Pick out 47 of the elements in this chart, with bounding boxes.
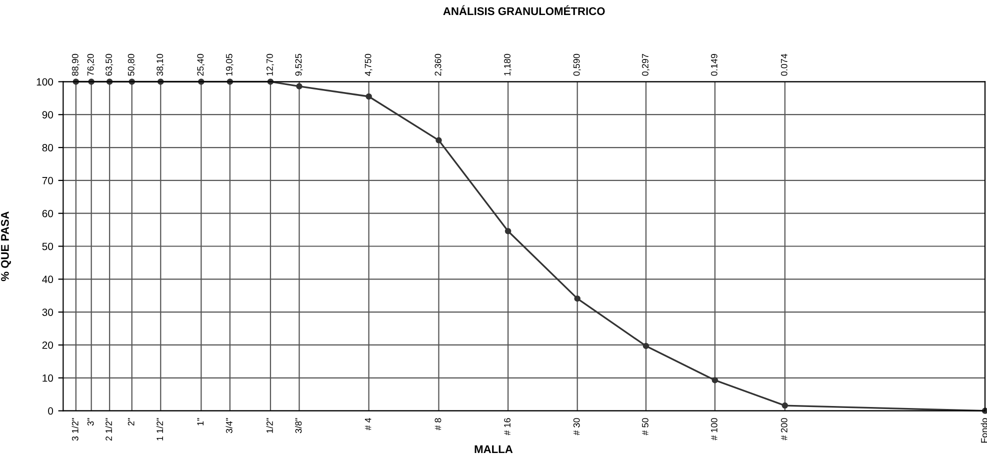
- text: # 50: [642, 418, 648, 436]
- y-tick-label: 80: [42, 144, 54, 152]
- text: 1": [197, 418, 204, 426]
- x-tick-label: 12,70: [266, 54, 274, 76]
- text: 3": [87, 418, 94, 426]
- y-tick-label: 60: [42, 210, 54, 218]
- x-tick-label: 4,750: [364, 54, 372, 76]
- text: # 30: [573, 418, 580, 436]
- text: 1/2": [266, 418, 273, 433]
- y-tick-label: 90: [42, 111, 54, 118]
- x-tick-label: 25,40: [197, 54, 205, 76]
- text: # 100: [710, 418, 718, 440]
- chart-title: ANÁLISIS GRANULOMÉTRICO: [443, 5, 605, 16]
- text: # 8: [434, 418, 442, 430]
- text: 2": [128, 418, 134, 426]
- x-tick-label: 1,180: [504, 54, 512, 76]
- y-tick-label: 10: [42, 374, 54, 382]
- text: # 200: [780, 418, 788, 440]
- x-tick-label: 9,525: [295, 54, 303, 76]
- x-axis-title: MALLA: [474, 445, 513, 454]
- text: 3/8": [295, 418, 302, 434]
- x-tick-label: 0,590: [573, 54, 581, 76]
- x-tick-label: 38,10: [156, 54, 164, 76]
- y-tick-label: 40: [42, 276, 54, 284]
- x-tick-label: 50,80: [128, 54, 136, 76]
- text: Fondo: [980, 418, 987, 443]
- y-axis-title: % QUE PASA: [1, 211, 11, 282]
- x-tick-label: 63,50: [106, 54, 114, 76]
- x-tick-label: 0.074: [780, 54, 788, 76]
- text: 1 1/2": [156, 418, 164, 440]
- y-tick-label: 100: [36, 78, 54, 86]
- y-tick-label: 70: [42, 176, 54, 184]
- x-tick-label: 19,05: [226, 54, 234, 76]
- x-tick-label: 0,297: [642, 54, 650, 76]
- text: # 16: [504, 418, 510, 436]
- text: # 4: [364, 418, 372, 430]
- x-tick-label: 76,20: [87, 54, 95, 76]
- x-tick-label: 0.149: [710, 54, 718, 76]
- x-tick-label: 88,90: [72, 54, 80, 76]
- y-tick-label: 0: [48, 407, 54, 415]
- y-tick-label: 20: [42, 341, 54, 349]
- text: 3 1/2": [72, 418, 78, 441]
- y-tick-label: 30: [42, 308, 54, 316]
- y-tick-label: 50: [42, 242, 54, 250]
- x-tick-label: 2,360: [434, 54, 442, 76]
- text: 2 1/2": [105, 418, 112, 441]
- text: 3/4": [226, 418, 232, 434]
